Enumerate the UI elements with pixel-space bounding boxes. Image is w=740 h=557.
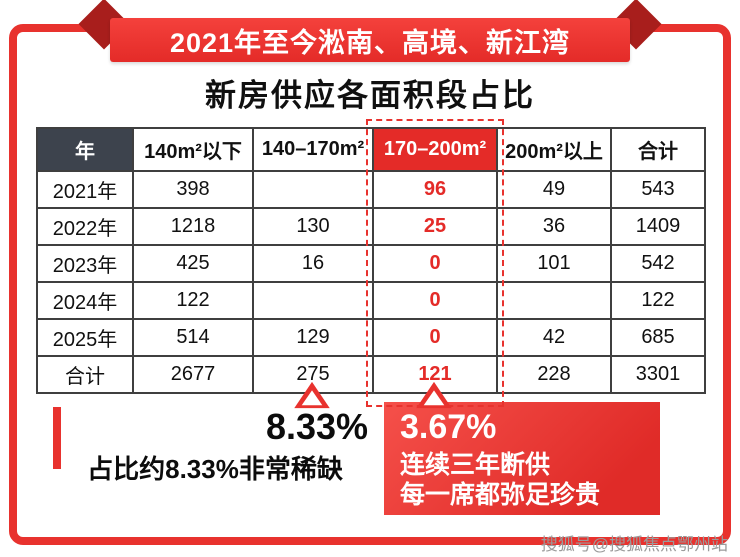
header-cell: 200m²以上	[496, 127, 612, 172]
table-cell	[252, 281, 374, 320]
cell-year: 2023年	[36, 244, 134, 283]
left-callout-percent: 8.33%	[265, 406, 369, 447]
cell-year: 2025年	[36, 318, 134, 357]
table-cell: 514	[132, 318, 254, 357]
table-cell-highlight: 121	[372, 355, 498, 394]
right-callout: 3.67% 连续三年断供 每一席都弥足珍贵	[384, 402, 660, 515]
table-cell-highlight: 0	[372, 281, 498, 320]
table-cell: 425	[132, 244, 254, 283]
table-cell: 42	[496, 318, 612, 357]
header-cell: 140m²以下	[132, 127, 254, 172]
table-cell: 130	[252, 207, 374, 246]
header-row: 年 140m²以下 140–170m² 170–200m² 200m²以上 合计	[36, 127, 706, 172]
table-row: 2023年 425 16 0 101 542	[36, 244, 706, 283]
table-cell: 1409	[610, 207, 706, 246]
table-row: 2024年 122 0 122	[36, 281, 706, 320]
supply-table: 年 140m²以下 140–170m² 170–200m² 200m²以上 合计…	[36, 127, 706, 394]
right-callout-line1: 连续三年断供	[400, 451, 551, 479]
table-cell: 685	[610, 318, 706, 357]
banner-title: 2021年至今淞南、高境、新江湾	[169, 27, 571, 58]
table-cell	[252, 170, 374, 209]
table-row: 2025年 514 129 0 42 685	[36, 318, 706, 357]
up-triangle-icon	[294, 381, 330, 409]
table-cell: 2677	[132, 355, 254, 394]
table-cell: 129	[252, 318, 374, 357]
table-cell: 3301	[610, 355, 706, 394]
table-cell: 228	[496, 355, 612, 394]
table-cell-highlight: 0	[372, 318, 498, 357]
table-cell: 122	[132, 281, 254, 320]
table-cell: 36	[496, 207, 612, 246]
right-callout-percent: 3.67%	[400, 408, 497, 446]
header-cell-highlight: 170–200m²	[372, 127, 498, 172]
table-cell: 101	[496, 244, 612, 283]
table-cell-highlight: 25	[372, 207, 498, 246]
cell-year: 2024年	[36, 281, 134, 320]
header-cell: 合计	[610, 127, 706, 172]
left-callout-text: 占比约8.33%非常稀缺	[87, 454, 343, 484]
cell-total-label: 合计	[36, 355, 134, 394]
table-cell: 398	[132, 170, 254, 209]
cell-year: 2022年	[36, 207, 134, 246]
watermark-text: 搜狐号@搜狐焦点鄂州站	[540, 535, 728, 554]
table-cell: 542	[610, 244, 706, 283]
table-cell	[496, 281, 612, 320]
table-cell-highlight: 96	[372, 170, 498, 209]
cell-year: 2021年	[36, 170, 134, 209]
table-cell: 543	[610, 170, 706, 209]
table-cell: 122	[610, 281, 706, 320]
table-row-total: 合计 2677 275 121 228 3301	[36, 355, 706, 394]
table-cell-highlight: 0	[372, 244, 498, 283]
table-row: 2022年 1218 130 25 36 1409	[36, 207, 706, 246]
header-cell: 140–170m²	[252, 127, 374, 172]
table-cell: 49	[496, 170, 612, 209]
table-row: 2021年 398 96 49 543	[36, 170, 706, 209]
table-cell: 16	[252, 244, 374, 283]
up-triangle-icon	[416, 381, 452, 409]
banner-ribbon: 2021年至今淞南、高境、新江湾	[110, 18, 630, 62]
right-callout-line2: 每一席都弥足珍贵	[400, 481, 601, 509]
header-cell-year: 年	[36, 127, 134, 172]
left-callout-accent-bar	[53, 407, 61, 469]
page-title: 新房供应各面积段占比	[205, 78, 535, 113]
table-cell: 1218	[132, 207, 254, 246]
